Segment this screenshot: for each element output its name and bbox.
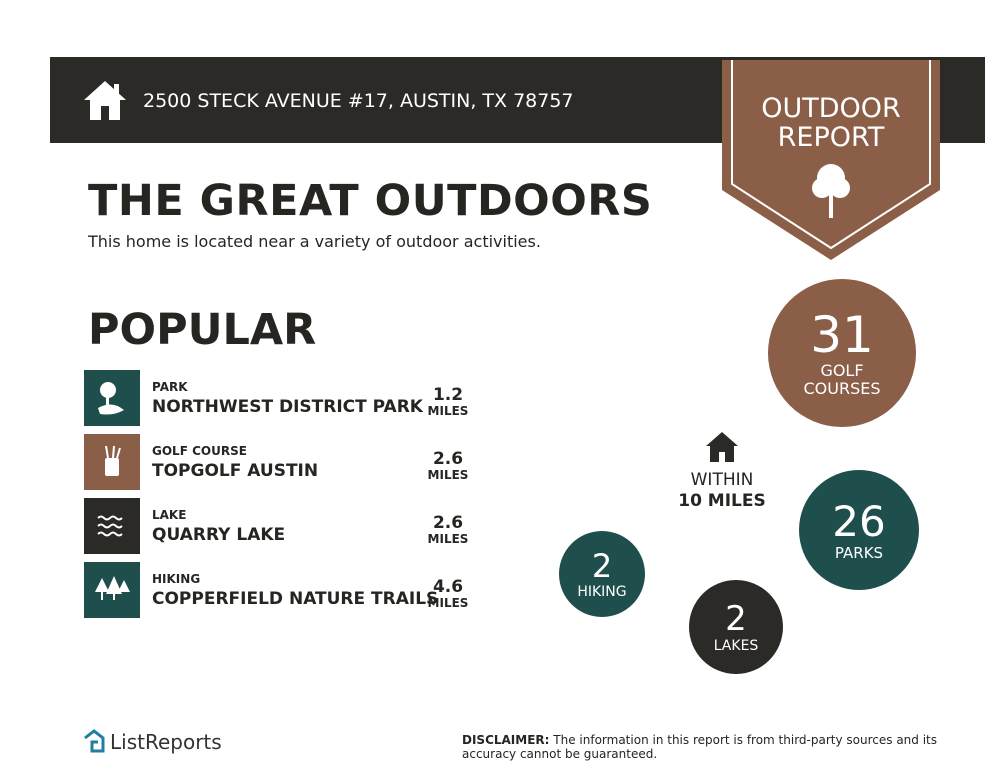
distance-unit: MILES — [427, 596, 469, 610]
badge-line: OUTDOOR — [761, 93, 901, 124]
title: THE GREAT OUTDOORS — [88, 176, 653, 226]
disclaimer-bold: DISCLAIMER: — [462, 733, 550, 747]
stat-label: GOLF COURSES — [803, 361, 881, 398]
stat-number: 2 — [725, 599, 747, 639]
item-name: COPPERFIELD NATURE TRAILS — [152, 589, 439, 609]
item-icon — [84, 498, 140, 554]
section-title: POPULAR — [88, 305, 317, 355]
within-line: 10 MILES — [678, 491, 766, 511]
item-category: PARK — [152, 380, 188, 394]
item-icon — [84, 434, 140, 490]
item-category: LAKE — [152, 508, 187, 522]
item-name: QUARRY LAKE — [152, 525, 286, 545]
item-distance: 1.2 MILES — [420, 386, 476, 418]
badge — [722, 60, 940, 260]
distance-unit: MILES — [427, 468, 469, 482]
within: WITHIN 10 MILES — [660, 470, 784, 512]
item-distance: 4.6 MILES — [420, 578, 476, 610]
stat-label: LAKES — [713, 638, 759, 654]
item-name: TOPGOLF AUSTIN — [152, 461, 319, 481]
badge-line: REPORT — [777, 122, 885, 153]
disclaimer-text: The information in this report is from t… — [462, 733, 937, 761]
stat-circle: 31 GOLF COURSES — [768, 279, 916, 427]
item-category: HIKING — [152, 572, 201, 586]
item-category: GOLF COURSE — [152, 444, 247, 458]
within-line: WITHIN — [690, 470, 754, 490]
distance-value: 2.6 — [432, 513, 464, 533]
disclaimer: DISCLAIMER: The information in this repo… — [462, 733, 962, 761]
stat-label: HIKING — [577, 584, 627, 600]
stat-number: 2 — [591, 547, 613, 585]
stat-number: 26 — [832, 496, 886, 546]
stat-circle: 2 LAKES — [689, 580, 783, 674]
distance-value: 1.2 — [432, 385, 464, 405]
distance-unit: MILES — [427, 532, 469, 546]
home-icon — [706, 432, 738, 462]
item-distance: 2.6 MILES — [420, 514, 476, 546]
stat-circle: 2 HIKING — [559, 531, 645, 617]
item-icon — [84, 370, 140, 426]
stat-circle: 26 PARKS — [799, 470, 919, 590]
stat-label: PARKS — [834, 543, 884, 562]
address: 2500 STECK AVENUE #17, AUSTIN, TX 78757 — [143, 90, 574, 112]
distance-value: 4.6 — [432, 577, 464, 597]
distance-unit: MILES — [427, 404, 469, 418]
item-icon — [84, 562, 140, 618]
stat-number: 31 — [810, 306, 874, 364]
subtitle: This home is located near a variety of o… — [88, 232, 541, 251]
distance-value: 2.6 — [432, 449, 464, 469]
home-icon — [84, 81, 126, 120]
logo-icon — [84, 729, 105, 753]
item-distance: 2.6 MILES — [420, 450, 476, 482]
logo: ListReports — [110, 730, 222, 754]
item-name: NORTHWEST DISTRICT PARK — [152, 397, 423, 417]
